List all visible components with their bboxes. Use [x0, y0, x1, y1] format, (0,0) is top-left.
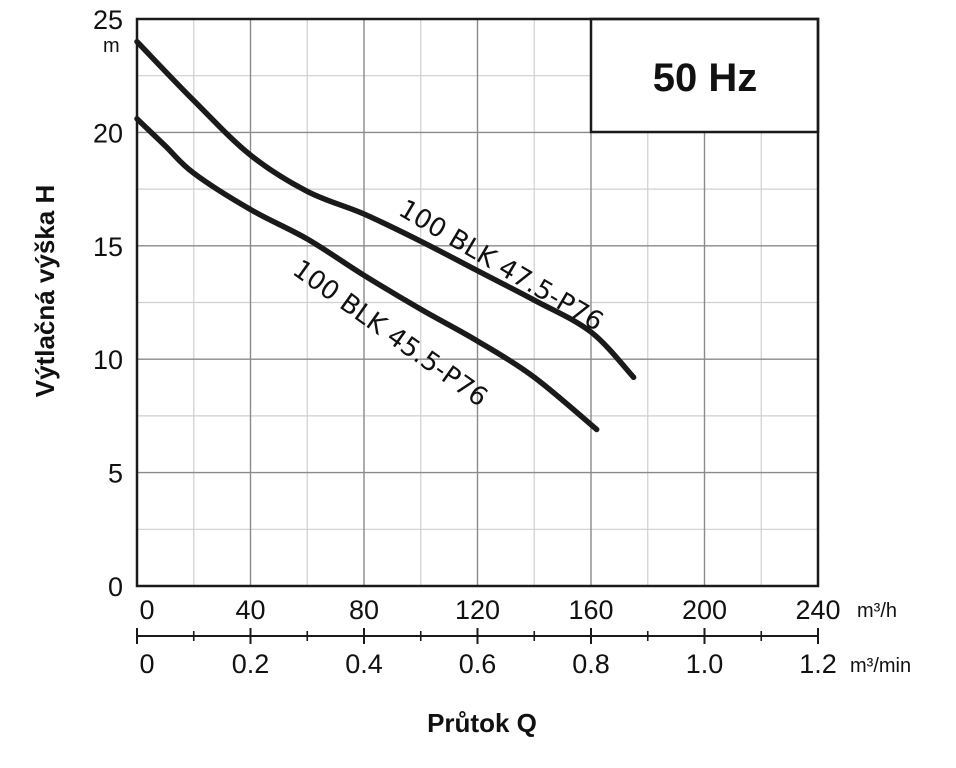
y-tick-label: 15 — [93, 232, 123, 262]
y-tick-label: 5 — [108, 459, 123, 489]
x-primary-tick-label: 120 — [455, 595, 500, 625]
y-tick-label: 25 — [93, 5, 123, 35]
curves-layer — [134, 38, 637, 433]
y-axis-ticks: 0 5 10 15 20 25 — [93, 5, 123, 602]
x-secondary-tick-label: 0.8 — [572, 649, 610, 679]
y-axis-title: Výtlačná výška H — [30, 185, 60, 397]
y-tick-label: 10 — [93, 345, 123, 375]
x-primary-tick-label: 240 — [795, 595, 840, 625]
x-secondary-tick-label: 0.6 — [459, 649, 497, 679]
y-unit-label: m — [103, 35, 120, 57]
x-primary-tick-label: 160 — [568, 595, 613, 625]
y-tick-label: 0 — [108, 572, 123, 602]
frequency-label: 50 Hz — [653, 56, 758, 100]
frequency-box — [589, 17, 820, 134]
x-secondary-tick-label: 0.4 — [345, 649, 383, 679]
x-primary-unit-label: m³/h — [857, 600, 897, 622]
x-secondary-unit-label: m³/min — [850, 655, 911, 677]
series-curve-2 — [134, 116, 600, 433]
plot-frame — [135, 17, 820, 588]
x-secondary-tick-label: 0.2 — [232, 649, 270, 679]
x-secondary-tick-label: 1.0 — [686, 649, 724, 679]
x-primary-tick-label: 80 — [349, 595, 379, 625]
x-primary-tick-label: 0 — [139, 595, 154, 625]
series-label-1: 100 BLK 47.5-P76 — [393, 194, 608, 337]
x-primary-tick-label: 200 — [682, 595, 727, 625]
x-secondary-tick-label: 0 — [139, 649, 154, 679]
y-tick-label: 20 — [93, 118, 123, 148]
series-curve-1 — [134, 38, 637, 381]
x-axis-primary: 0 40 80 120 160 200 240 — [136, 595, 841, 644]
major-grid — [137, 19, 818, 586]
x-secondary-tick-label: 1.2 — [799, 649, 837, 679]
x-axis-title: Průtok Q — [427, 708, 537, 738]
x-axis-secondary: 0 0.2 0.4 0.6 0.8 1.0 1.2 — [139, 649, 836, 679]
x-primary-tick-label: 40 — [235, 595, 265, 625]
